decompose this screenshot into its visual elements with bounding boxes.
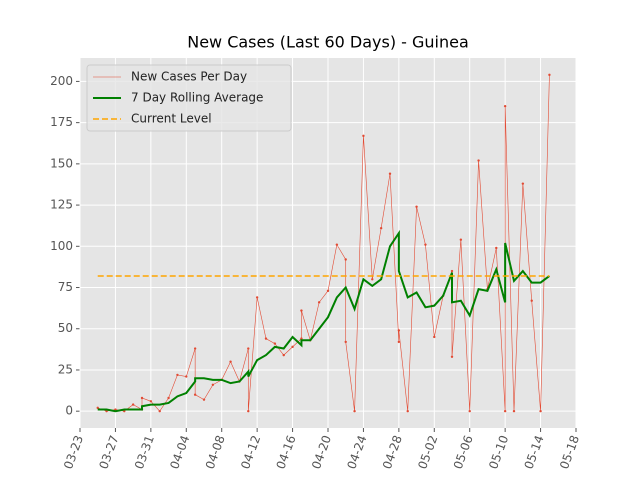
y-tick-label: 100 [50,239,73,253]
y-tick-label: 175 [50,115,73,129]
point [468,409,471,413]
point [291,345,294,349]
point [300,337,303,340]
point [176,373,179,377]
point [433,335,436,339]
point [397,340,401,344]
point [388,172,392,175]
x-tick-label: 04-20 [309,433,334,471]
point [131,403,135,406]
x-tick-label: 05-02 [415,433,440,471]
point [229,360,232,363]
point [379,226,383,230]
y-tick-label: 50 [58,321,73,335]
point [140,396,144,400]
point [530,299,533,302]
point [477,159,480,162]
point [282,353,285,357]
legend-label: Current Level [131,112,212,126]
x-tick-label: 04-08 [203,433,228,471]
point [424,243,427,246]
point [459,238,463,241]
point [362,134,365,138]
x-tick-label: 03-23 [61,433,86,471]
point [548,73,551,77]
point [185,375,188,378]
point [415,205,418,208]
point [371,278,374,281]
x-tick-label: 05-18 [557,433,582,471]
point [273,342,277,345]
x-tick-label: 03-31 [132,433,157,471]
point [96,406,99,410]
point [317,301,321,304]
y-tick-label: 150 [50,156,73,170]
point [264,337,268,340]
y-tick-label: 125 [50,198,73,212]
point [503,409,507,413]
x-tick-label: 05-10 [486,433,511,471]
point [450,355,454,358]
legend-label: 7 Day Rolling Average [131,91,263,105]
point [344,340,347,344]
point [503,104,507,108]
point [406,409,409,413]
point [512,409,516,413]
x-tick-label: 04-28 [380,433,405,471]
point [495,246,498,250]
point [211,383,215,387]
legend-box [86,64,292,132]
point [247,347,250,350]
point [193,393,197,396]
point [450,269,454,273]
point [335,243,339,246]
chart-title: New Cases (Last 60 Days) - Guinea [187,33,469,52]
series-line [97,229,551,413]
point [521,182,525,185]
x-tick-label: 04-12 [238,433,263,471]
y-tick-label: 75 [58,280,73,294]
point [193,347,197,350]
point [255,296,259,299]
point [202,398,206,401]
point [158,409,161,413]
x-tick-label: 05-14 [522,433,547,471]
x-tick-label: 04-16 [274,433,299,471]
x-tick-label: 04-24 [344,433,369,471]
x-tick-label: 04-04 [167,433,192,471]
point [397,329,401,332]
y-tick-label: 0 [65,404,73,418]
point [539,409,542,413]
point [353,409,356,413]
y-tick-label: 25 [58,362,73,376]
point [300,309,303,312]
point [326,289,330,293]
point [167,396,170,400]
point [344,258,347,261]
series-line [97,74,550,412]
x-tick-label: 03-27 [96,433,121,471]
y-tick-label: 200 [50,74,73,88]
point [247,409,250,413]
point [149,400,153,403]
legend-label: New Cases Per Day [131,70,247,84]
x-tick-label: 05-06 [451,433,476,471]
